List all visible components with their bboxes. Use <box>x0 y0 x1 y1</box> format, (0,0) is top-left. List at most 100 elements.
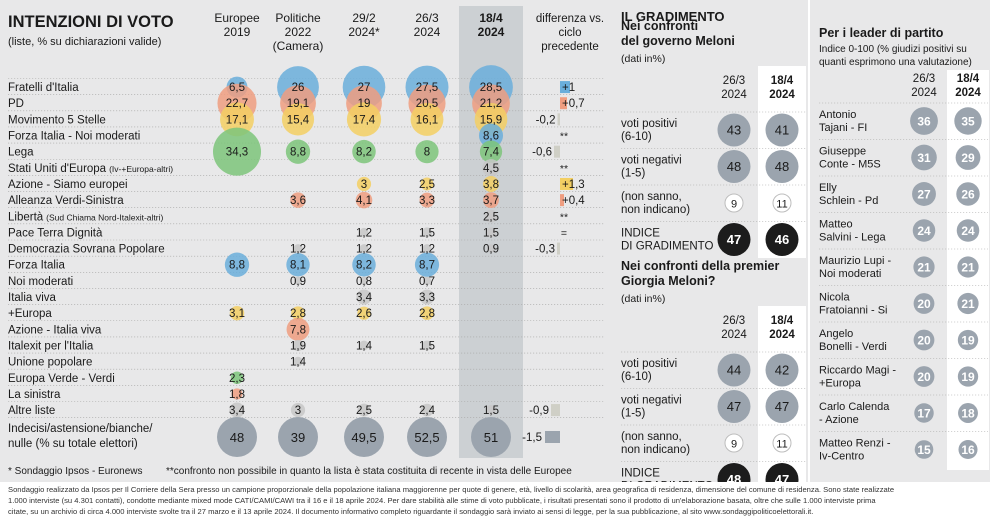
leader-bubble <box>911 144 937 171</box>
vote-value: 2,3 <box>229 373 245 385</box>
vote-bubble <box>421 340 433 351</box>
column-header: Europee <box>214 11 260 25</box>
vote-value: 0,9 <box>483 244 499 256</box>
diff-header: differenza vs. <box>536 13 604 25</box>
vote-value: 27,5 <box>416 82 438 94</box>
approval-value: 47 <box>727 399 741 414</box>
party-label: Italia viva <box>8 292 57 304</box>
approval-value: 46 <box>775 232 789 247</box>
leader-name: Elly <box>819 182 837 194</box>
leader-bubble <box>954 107 982 135</box>
vote-value: 2,8 <box>290 308 306 320</box>
leader-name: Nicola <box>819 292 850 304</box>
leader-value: 26 <box>961 188 975 202</box>
row-label: voti positivi <box>621 118 677 130</box>
vote-bubble <box>357 306 371 320</box>
vote-value: 1,2 <box>290 244 306 256</box>
vote-bubble <box>415 140 439 164</box>
diff-bar <box>557 242 560 255</box>
vote-value: 0,9 <box>290 276 306 288</box>
approval-value: 47 <box>775 472 789 482</box>
vote-bubble <box>286 317 310 341</box>
approval-value: 11 <box>776 439 787 451</box>
vote-value: 2,5 <box>419 179 435 191</box>
block-title: Nei confronti <box>621 19 698 33</box>
diff-value: -0,9 <box>529 405 549 417</box>
vote-value: 28,5 <box>480 82 502 94</box>
leader-bubble <box>913 329 935 351</box>
vote-bubble <box>486 244 496 253</box>
leaders-approval-panel: Per i leader di partito Indice 0-100 (% g… <box>810 0 990 482</box>
diff-value: ** <box>560 163 568 175</box>
leader-bubble <box>914 403 934 423</box>
vote-value: 1,5 <box>419 340 435 352</box>
diff-header: ciclo <box>558 27 581 39</box>
column-header: 2024 <box>721 89 747 101</box>
diff-bar <box>554 145 560 158</box>
vote-bubble <box>414 252 440 277</box>
vote-bubble <box>230 371 244 384</box>
section-subtitle: quanti esprimono una valutazione) <box>819 57 972 68</box>
vote-bubble <box>293 244 303 254</box>
vote-bubble <box>357 403 371 417</box>
party-label: Movimento 5 Stelle <box>8 114 106 126</box>
column-header: Politiche <box>275 11 321 25</box>
leader-bubble <box>913 256 935 278</box>
abstention-bubble <box>471 417 511 457</box>
leaders-approval-chart: Per i leader di partito Indice 0-100 (% g… <box>819 26 989 470</box>
row-label: (6-10) <box>621 371 652 383</box>
vote-bubble <box>359 227 369 237</box>
vote-value: 15,9 <box>480 114 502 126</box>
leader-bubble <box>913 293 935 314</box>
vote-bubble <box>281 103 315 136</box>
leader-name: Angelo <box>819 328 853 340</box>
diff-value: +0,4 <box>562 195 585 207</box>
vote-value: 1,9 <box>290 340 306 352</box>
section-subtitle: Indice 0-100 (% giudizi positivi su <box>819 44 967 55</box>
methodology-line: Sondaggio realizzato da Ipsos per Il Cor… <box>8 485 895 494</box>
vote-value: 1,5 <box>483 405 499 417</box>
block-title: Nei confronti della premier <box>621 259 780 273</box>
vote-value: 1,2 <box>356 244 372 256</box>
party-note: (Sud Chiama Nord-Italexit-altri) <box>46 212 163 222</box>
vote-bubble <box>355 191 373 209</box>
party-label: La sinistra <box>8 389 61 401</box>
vote-value: 19 <box>358 98 371 110</box>
leader-value: 24 <box>961 224 975 238</box>
approval-bubble <box>765 390 799 423</box>
row-label: non indicano) <box>621 444 690 456</box>
leader-bubble <box>957 256 979 278</box>
party-label: Forza Italia - Noi moderati <box>8 131 140 143</box>
column-header: 2024 <box>769 89 795 101</box>
vote-value: 26 <box>292 82 305 94</box>
leader-name: Iv-Centro <box>819 451 864 463</box>
vote-value: 19,1 <box>287 98 309 110</box>
row-label: (1-5) <box>621 408 645 420</box>
row-label: voti positivi <box>621 358 677 370</box>
vote-value: 0,8 <box>356 276 372 288</box>
abstention-bubble <box>407 417 447 457</box>
vote-bubble <box>359 276 369 286</box>
leader-name: Matteo <box>819 219 853 231</box>
abstention-value: 48 <box>230 430 244 445</box>
vote-bubble <box>421 227 433 238</box>
approval-bubble <box>717 150 751 183</box>
approval-value: 9 <box>731 439 737 451</box>
approval-value: 47 <box>727 232 741 247</box>
vote-value: 7,4 <box>483 147 500 159</box>
methodology-note: Sondaggio realizzato da Ipsos per Il Cor… <box>0 484 990 518</box>
diff-bar <box>560 194 564 207</box>
vote-value: 3,3 <box>419 195 435 207</box>
abstention-bubble <box>278 417 318 457</box>
approval-value: 9 <box>731 199 737 211</box>
leader-value: 15 <box>917 443 931 457</box>
voting-intentions-panel: INTENZIONI DI VOTO (liste, % su dichiaraz… <box>0 0 612 482</box>
approval-value: 48 <box>727 472 741 482</box>
column-header: 18/4 <box>479 11 503 25</box>
vote-bubble <box>346 102 382 137</box>
vote-value: 20,5 <box>416 98 438 110</box>
abstention-bubble <box>217 417 257 457</box>
leader-value: 21 <box>917 261 931 275</box>
column-header: 2022 <box>285 25 312 39</box>
vote-bubble <box>229 305 245 321</box>
